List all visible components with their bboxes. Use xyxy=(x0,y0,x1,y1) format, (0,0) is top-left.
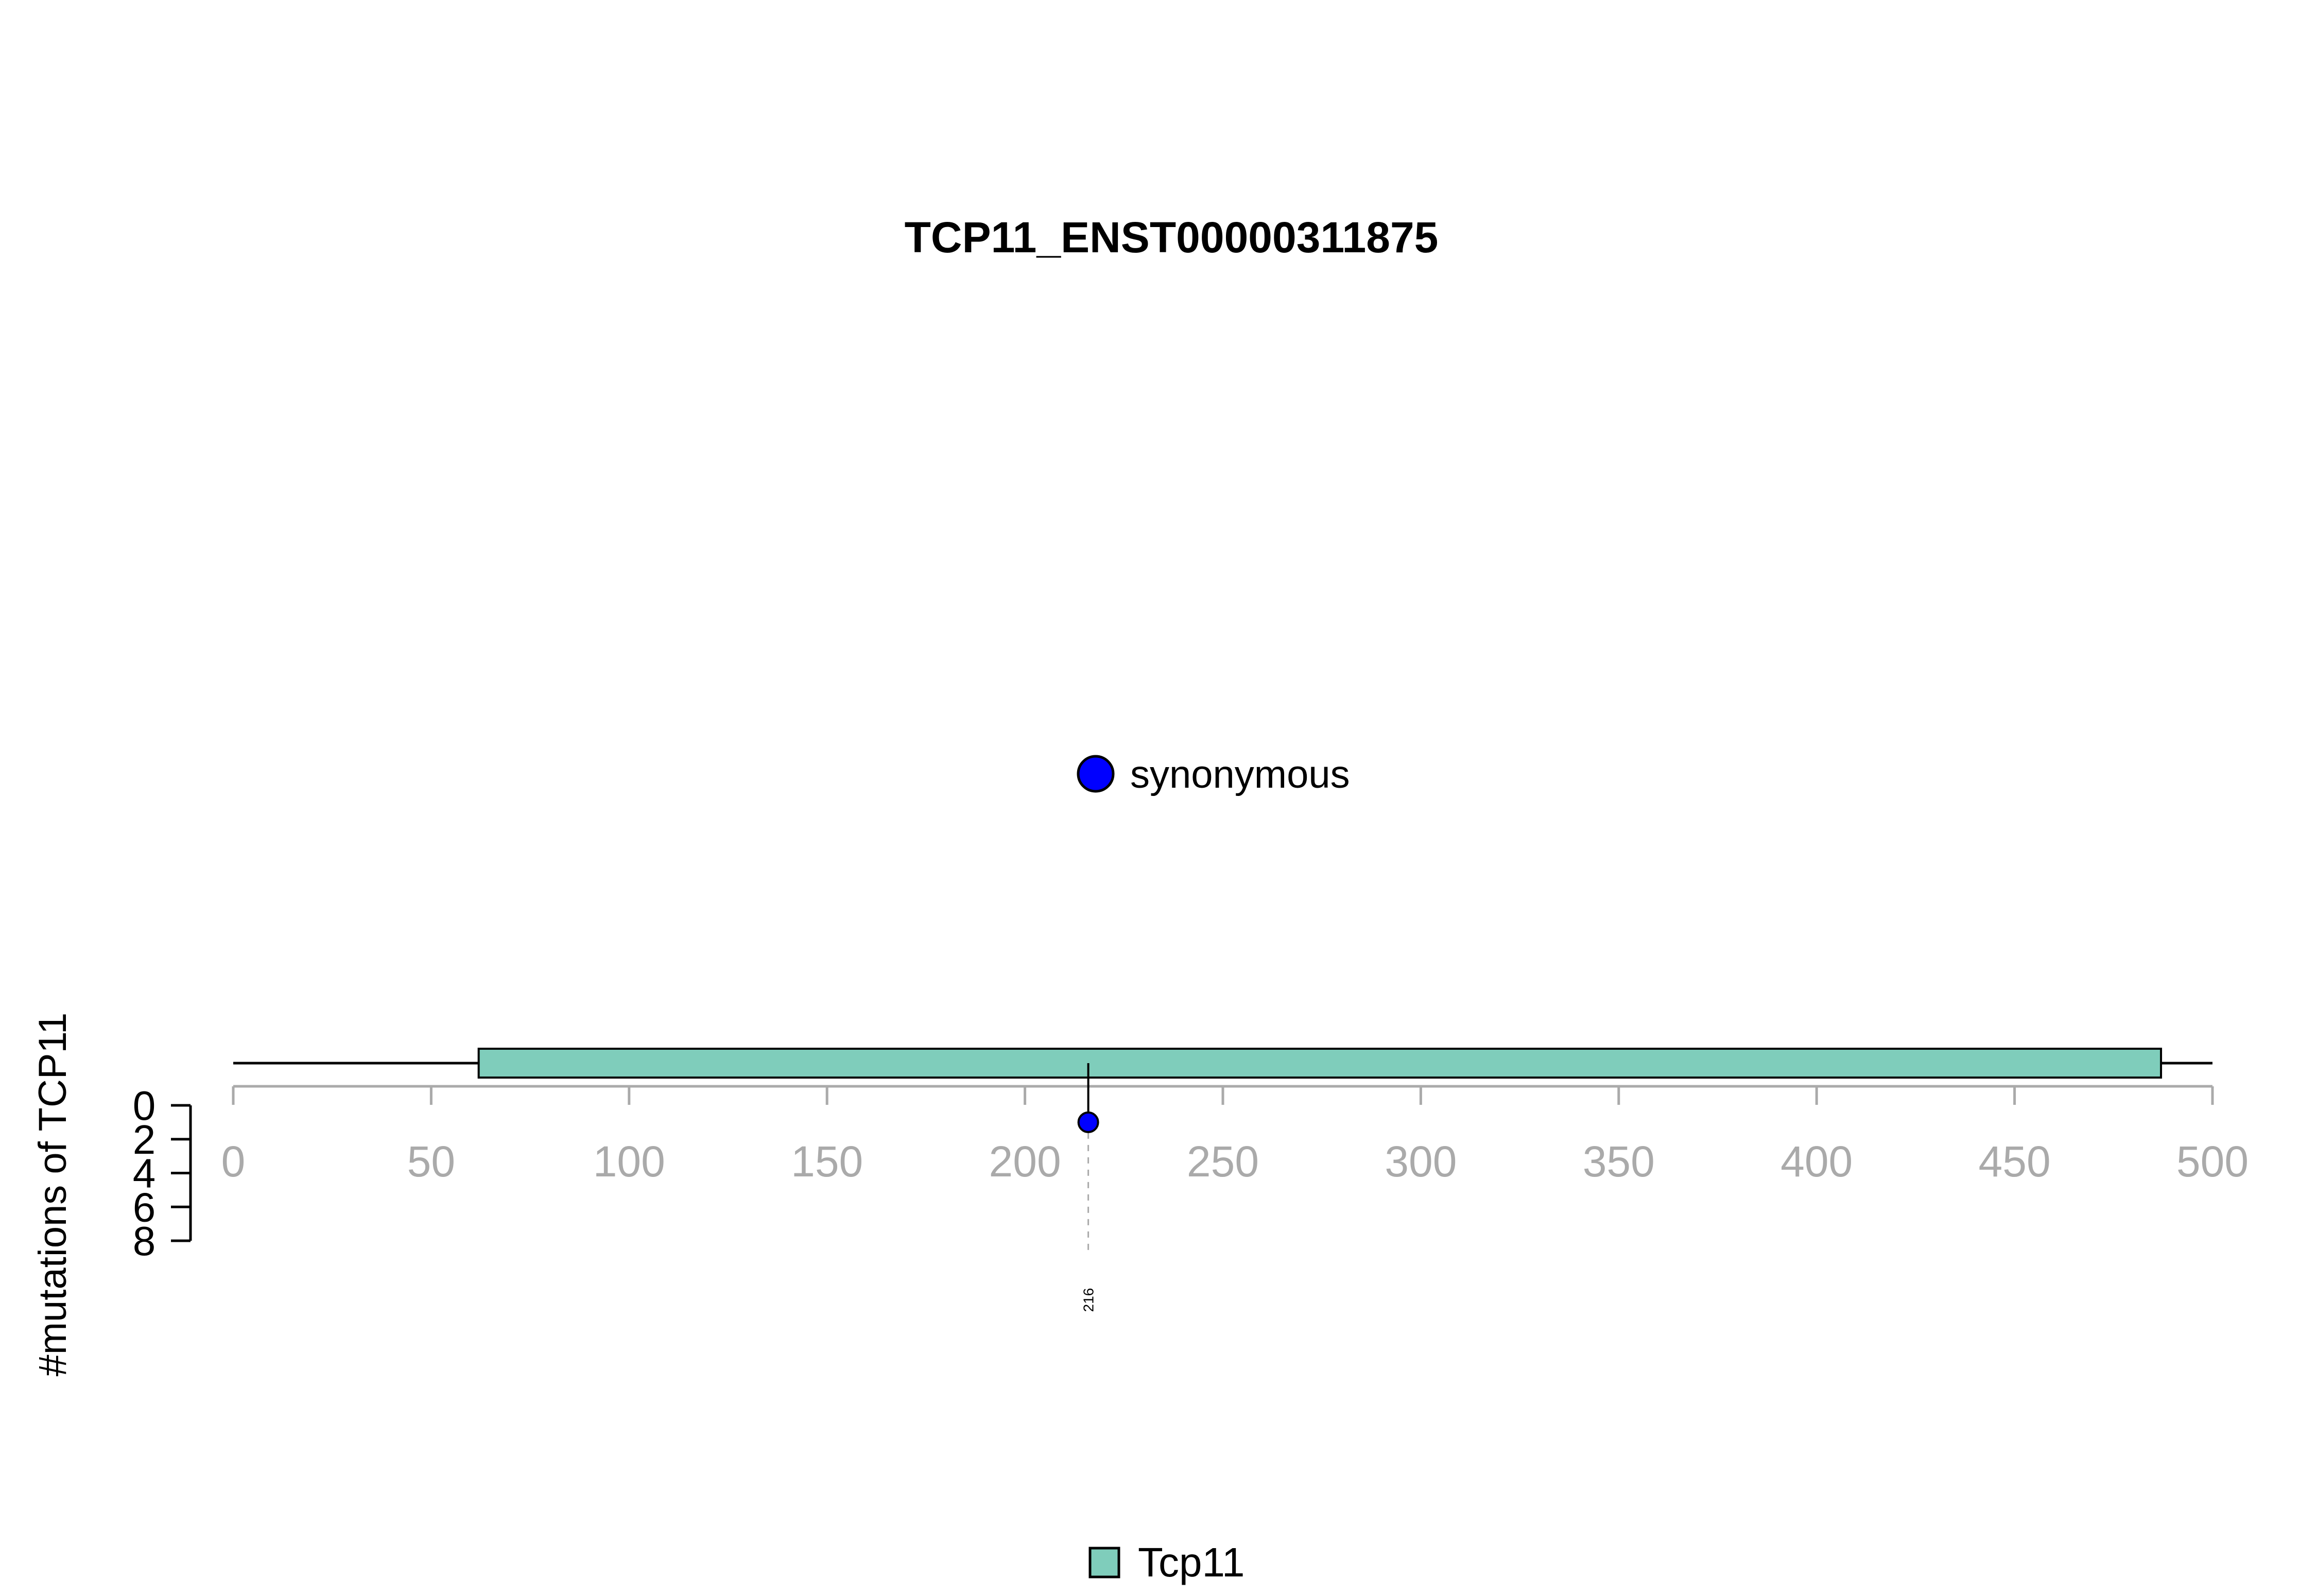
chart-title: TCP11_ENST00000311875 xyxy=(905,213,1439,262)
legend-bottom: Tcp11 xyxy=(1088,1539,1245,1585)
x-tick-label: 350 xyxy=(1583,1137,1655,1186)
mutations: 216 xyxy=(1077,1063,1099,1312)
y-tick-label: 8 xyxy=(133,1218,156,1264)
legend-domain-label: Tcp11 xyxy=(1138,1539,1245,1585)
x-tick-label: 200 xyxy=(989,1137,1061,1186)
y-tick-label: 6 xyxy=(133,1184,156,1230)
y-axis-label: #mutations of TCP11 xyxy=(31,1013,75,1377)
x-tick-label: 0 xyxy=(221,1137,246,1186)
mutation-label: 216 xyxy=(1081,1288,1097,1312)
x-tick-label: 500 xyxy=(2176,1137,2249,1186)
mutation-point xyxy=(1077,1111,1099,1133)
x-tick-label: 150 xyxy=(791,1137,863,1186)
y-tick-label: 0 xyxy=(133,1083,156,1129)
legend-synonymous-label: synonymous xyxy=(1130,753,1350,796)
y-tick-label: 4 xyxy=(133,1151,156,1196)
domains xyxy=(477,1048,2163,1079)
x-tick-label: 450 xyxy=(1979,1137,2051,1186)
legend-synonymous-marker xyxy=(1077,755,1115,793)
domain-tcp11 xyxy=(477,1048,2163,1079)
y-tick-label: 2 xyxy=(133,1117,156,1163)
x-tick-label: 100 xyxy=(593,1137,665,1186)
x-tick-label: 50 xyxy=(407,1137,455,1186)
legend-top: synonymous xyxy=(1077,753,1350,796)
x-tick-label: 400 xyxy=(1780,1137,1853,1186)
legend-domain-marker xyxy=(1088,1547,1120,1578)
x-tick-label: 250 xyxy=(1187,1137,1259,1186)
x-tick-label: 300 xyxy=(1385,1137,1457,1186)
x-axis: 0 50 100 150 200 250 300 350 400 450 500 xyxy=(221,1085,2249,1186)
